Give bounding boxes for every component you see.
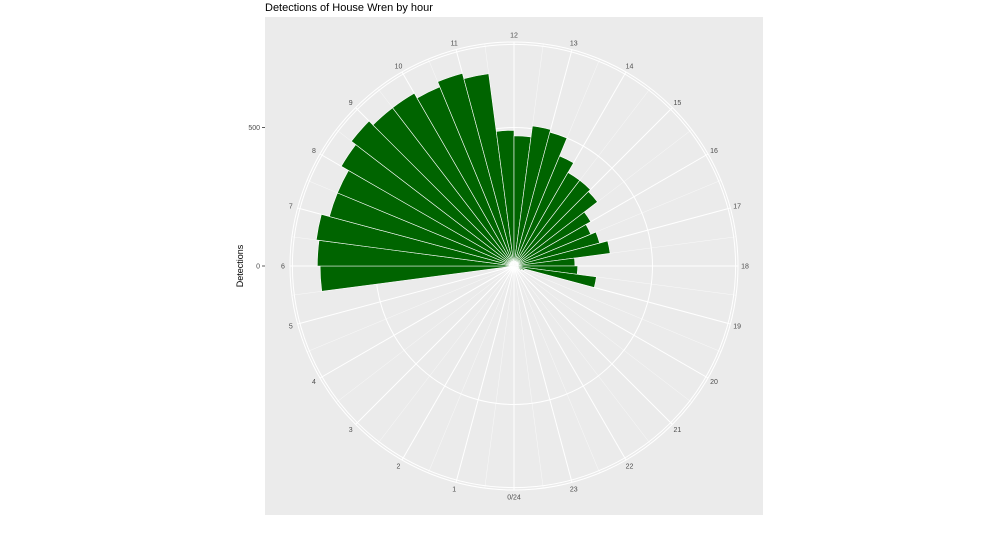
bar [513, 265, 597, 288]
bar [392, 92, 515, 267]
hour-label: 4 [312, 379, 316, 386]
hour-label: 12 [510, 33, 518, 40]
hour-labels: 0/24123456789101112131415161718192021222… [281, 33, 749, 502]
hour-label: 14 [626, 63, 634, 70]
grid-circle-outer [289, 41, 739, 491]
grid-spoke [455, 265, 515, 483]
bar [513, 265, 523, 271]
y-tick-label: 0 [256, 264, 260, 271]
y-axis: 05001000 [248, 125, 265, 271]
hour-label: 9 [349, 100, 353, 107]
bar [513, 211, 592, 267]
y-tick-label: 500 [248, 125, 260, 132]
bar [437, 72, 515, 267]
grid-spoke [513, 265, 573, 483]
hour-label: 19 [733, 323, 741, 330]
hour-label: 3 [349, 427, 353, 434]
bar [513, 191, 598, 267]
hour-label: 17 [733, 204, 741, 211]
grid-spoke [377, 265, 515, 444]
hour-label: 15 [673, 100, 681, 107]
hour-label: 2 [397, 464, 401, 471]
hour-label: 8 [312, 148, 316, 155]
grid-spoke [513, 265, 627, 461]
chart-title: Detections of House Wren by hour [265, 2, 433, 14]
grid-spoke [513, 265, 651, 444]
grid-spoke [336, 265, 515, 403]
bar [495, 129, 515, 267]
grid-circle [291, 43, 737, 489]
hour-label: 22 [626, 464, 634, 471]
grid-spoke [484, 265, 515, 489]
bar [513, 155, 574, 267]
bar [513, 179, 591, 267]
bar [315, 214, 515, 267]
bar [513, 240, 611, 267]
hour-label: 5 [289, 323, 293, 330]
hour-label: 21 [673, 427, 681, 434]
grid-spoke [355, 265, 515, 425]
grid-spoke [513, 265, 709, 379]
grid-spoke [297, 265, 515, 325]
hour-label: 1 [452, 487, 456, 494]
hour-label: 7 [289, 204, 293, 211]
grid-spoke [319, 265, 515, 379]
hour-label: 16 [710, 148, 718, 155]
grid-spoke [513, 265, 544, 489]
grid-spoke [513, 265, 600, 474]
hour-label: 11 [451, 40, 458, 47]
hour-label: 13 [570, 40, 578, 47]
hour-label: 0/24 [507, 495, 521, 502]
hour-label: 10 [395, 63, 403, 70]
bar [463, 73, 515, 267]
bar [350, 120, 515, 267]
grid-spoke [428, 265, 515, 474]
grid-spoke [306, 265, 515, 352]
hour-label: 18 [741, 264, 749, 271]
hour-label: 6 [281, 264, 285, 271]
hour-label: 23 [570, 487, 578, 494]
grid-spoke [513, 265, 692, 403]
y-axis-title: Detections [235, 244, 245, 287]
grid-spoke [401, 265, 515, 461]
bar [513, 131, 568, 267]
hour-label: 20 [710, 379, 718, 386]
grid-spoke [513, 265, 673, 425]
grid-spoke [513, 265, 722, 352]
bars-layer [315, 72, 611, 292]
